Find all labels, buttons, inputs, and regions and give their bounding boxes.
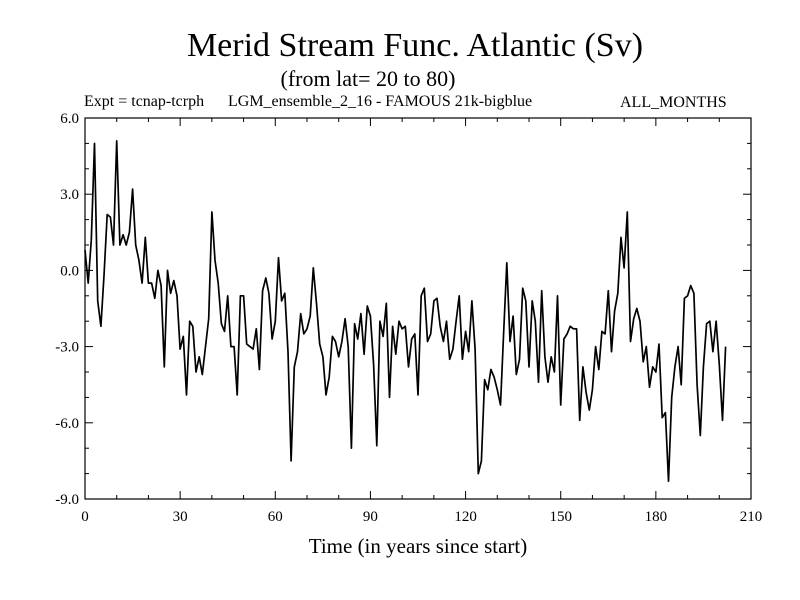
y-tick-label: 6.0: [60, 111, 79, 127]
x-tick-label: 60: [268, 509, 283, 525]
x-tick-label: 210: [740, 509, 763, 525]
y-tick-label: -9.0: [55, 492, 79, 508]
x-tick-label: 0: [81, 509, 89, 525]
x-tick-label: 90: [363, 509, 378, 525]
y-axis: 6.0 3.0 0.0 -3.0 -6.0 -9.0: [55, 111, 751, 508]
x-tick-label: 30: [173, 509, 188, 525]
y-tick-label: -3.0: [55, 340, 79, 356]
expt-name: LGM_ensemble_2_16 - FAMOUS 21k-bigblue: [228, 93, 532, 110]
plot-frame: [84, 117, 752, 500]
y-tick-label: 3.0: [60, 187, 79, 203]
x-axis-label: Time (in years since start): [309, 534, 528, 558]
x-axis: 0 30 60 90 120 150 180 210: [81, 118, 762, 525]
y-tick-label: 0.0: [60, 263, 79, 279]
x-tick-label: 180: [645, 509, 668, 525]
x-tick-label: 120: [454, 509, 477, 525]
y-tick-label: -6.0: [55, 416, 79, 432]
chart-subtitle: (from lat= 20 to 80): [281, 66, 456, 91]
months-label: ALL_MONTHS: [620, 94, 727, 111]
chart-title: Merid Stream Func. Atlantic (Sv): [187, 27, 643, 64]
expt-label: Expt = tcnap-tcrph: [84, 93, 204, 110]
x-tick-label: 150: [549, 509, 572, 525]
series-line: [84, 140, 727, 483]
